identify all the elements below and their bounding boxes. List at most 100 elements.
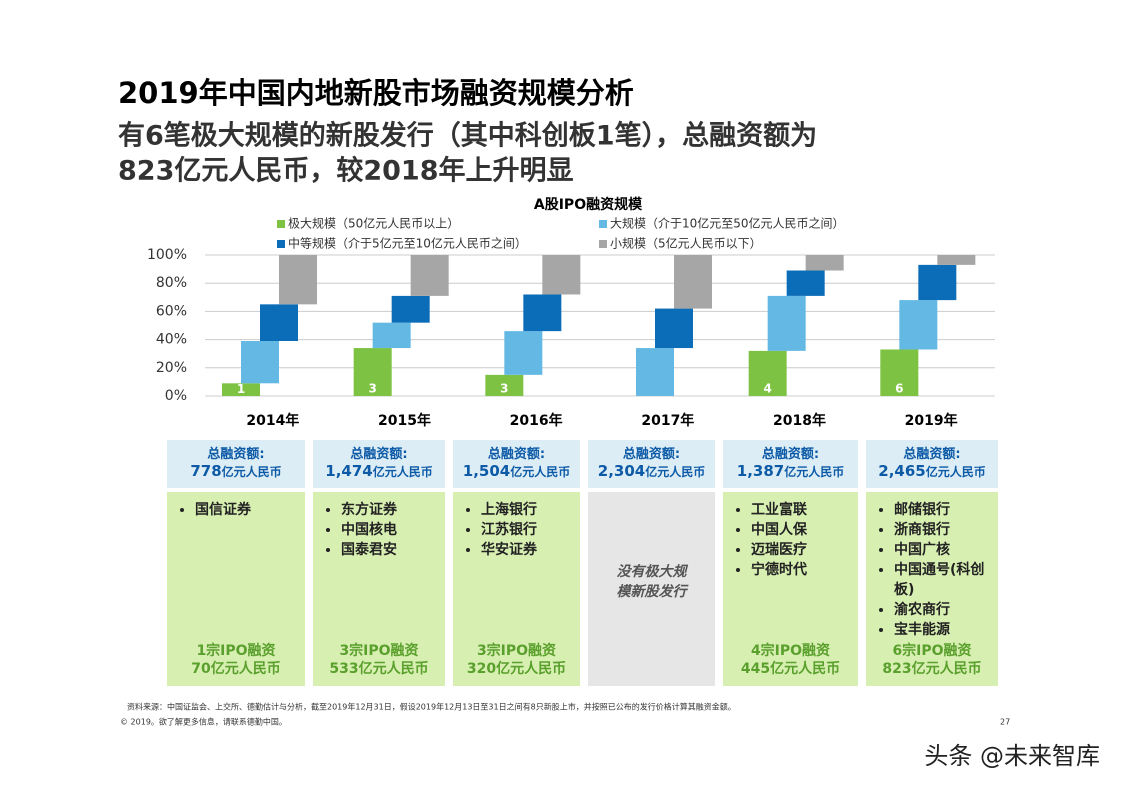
ipo-count: 1宗IPO融资 xyxy=(196,643,276,659)
ipo-count: 3宗IPO融资 xyxy=(339,643,419,659)
company: 中国通号(科创板) xyxy=(894,560,998,600)
bar-segment xyxy=(542,255,581,295)
panel-total: 总融资额: 1,474亿元人民币 xyxy=(313,440,445,488)
y-tick-label: 60% xyxy=(156,303,187,319)
total-amount: 778亿元人民币 xyxy=(167,463,305,481)
ipo-count: 6宗IPO融资 xyxy=(892,643,972,659)
x-tick-label: 2019年 xyxy=(905,412,958,429)
total-label: 总融资额: xyxy=(350,447,408,462)
company-list: 国信证券 xyxy=(167,500,305,520)
ipo-sum: 320亿元人民币 xyxy=(466,661,567,677)
company: 上海银行 xyxy=(481,500,580,520)
bar-segment xyxy=(279,255,317,305)
ipo-sum: 445亿元人民币 xyxy=(740,661,841,677)
x-tick-label: 2018年 xyxy=(773,412,826,429)
count-label: 3 xyxy=(500,382,508,396)
company: 华安证券 xyxy=(481,540,580,560)
company: 迈瑞医疗 xyxy=(751,540,858,560)
x-tick-label: 2016年 xyxy=(510,412,563,429)
amount: 1,387 xyxy=(736,462,785,480)
note: 没有极大规模新股发行 xyxy=(616,564,687,600)
company: 中国核电 xyxy=(341,520,445,540)
company-list: 上海银行江苏银行华安证券 xyxy=(453,500,580,560)
bar-segment xyxy=(222,383,260,396)
panel-summary: 3宗IPO融资 320亿元人民币 xyxy=(453,642,580,678)
total-label: 总融资额: xyxy=(761,447,820,462)
bar-segment xyxy=(353,348,392,396)
total-amount: 1,474亿元人民币 xyxy=(313,463,445,481)
unit: 亿元人民币 xyxy=(510,465,571,479)
company: 中国人保 xyxy=(751,520,858,540)
total-label: 总融资额: xyxy=(487,447,546,462)
panel-total: 总融资额: 778亿元人民币 xyxy=(167,440,305,488)
bar-segment xyxy=(241,341,279,384)
bar-segment xyxy=(655,308,693,349)
bar-segment xyxy=(523,294,562,332)
panel-body: 上海银行江苏银行华安证券 3宗IPO融资 320亿元人民币 xyxy=(453,492,580,686)
company: 渝农商行 xyxy=(894,600,998,620)
subtitle: 823亿元人民币，较2018年上升明显 xyxy=(118,155,574,187)
panel-total: 总融资额: 2,465亿元人民币 xyxy=(866,440,998,488)
total-amount: 1,387亿元人民币 xyxy=(723,463,858,481)
panel-total: 总融资额: 2,304亿元人民币 xyxy=(588,440,715,488)
legend-swatch xyxy=(277,240,285,248)
count-label: 3 xyxy=(368,382,376,396)
panel-body: 东方证券中国核电国泰君安 3宗IPO融资 533亿元人民币 xyxy=(313,492,445,686)
amount: 778 xyxy=(190,462,222,480)
amount: 2,304 xyxy=(597,462,646,480)
x-tick-label: 2015年 xyxy=(378,412,431,429)
bar-segment xyxy=(899,300,938,350)
bar-segment xyxy=(767,295,806,351)
ipo-count: 3宗IPO融资 xyxy=(476,643,557,659)
company: 邮储银行 xyxy=(894,500,998,520)
chart-title: A股IPO融资规模 xyxy=(534,196,643,213)
legend-swatch xyxy=(277,220,285,228)
ipo-count: 4宗IPO融资 xyxy=(750,643,831,659)
bar-segment xyxy=(880,349,919,396)
amount: 2,465 xyxy=(878,462,926,480)
ipo-sum: 823亿元人民币 xyxy=(882,661,982,677)
subtitle: 有6笔极大规模的新股发行（其中科创板1笔），总融资额为 xyxy=(118,120,817,152)
total-label: 总融资额: xyxy=(903,447,961,462)
unit: 亿元人民币 xyxy=(372,465,433,479)
panel-summary: 4宗IPO融资 445亿元人民币 xyxy=(723,642,858,678)
x-tick-label: 2017年 xyxy=(641,412,694,429)
unit: 亿元人民币 xyxy=(784,465,845,479)
unit: 亿元人民币 xyxy=(221,465,282,479)
legend-swatch xyxy=(599,240,607,248)
legend-label: 小规模（5亿元人民币以下） xyxy=(610,236,762,251)
title: 2019年中国内地新股市场融资规模分析 xyxy=(118,76,634,110)
x-tick-label: 2014年 xyxy=(246,412,299,429)
amount: 1,504 xyxy=(462,462,511,480)
company: 工业富联 xyxy=(751,500,858,520)
panel-total: 总融资额: 1,387亿元人民币 xyxy=(723,440,858,488)
total-amount: 1,504亿元人民币 xyxy=(453,463,580,481)
bar-segment xyxy=(391,295,430,323)
total-amount: 2,304亿元人民币 xyxy=(588,463,715,481)
company: 浙商银行 xyxy=(894,520,998,540)
total-label: 总融资额: xyxy=(622,447,681,462)
ipo-sum: 70亿元人民币 xyxy=(191,661,281,677)
company: 国泰君安 xyxy=(341,540,445,560)
source: 资料来源：中国证监会、上交所、德勤估计与分析，截至2019年12月31日，假设2… xyxy=(127,702,736,712)
y-tick-label: 80% xyxy=(156,275,187,291)
panel-body: 国信证券 1宗IPO融资 70亿元人民币 xyxy=(167,492,305,686)
count-label: 1 xyxy=(237,382,245,396)
unit: 亿元人民币 xyxy=(645,465,706,479)
bar-segment xyxy=(372,322,411,349)
count-label: 4 xyxy=(763,382,771,396)
company-list: 东方证券中国核电国泰君安 xyxy=(313,500,445,560)
panel-summary: 3宗IPO融资 533亿元人民币 xyxy=(313,642,445,678)
company-list: 邮储银行浙商银行中国广核中国通号(科创板)渝农商行宝丰能源 xyxy=(866,500,998,640)
company: 宝丰能源 xyxy=(894,620,998,640)
unit: 亿元人民币 xyxy=(925,465,986,479)
bar-segment xyxy=(918,264,957,301)
bar-segment xyxy=(937,255,976,265)
panel-total: 总融资额: 1,504亿元人民币 xyxy=(453,440,580,488)
legend-swatch xyxy=(599,220,607,228)
bar-segment xyxy=(786,270,825,296)
bar-segment xyxy=(805,255,844,271)
y-tick-label: 20% xyxy=(156,360,187,376)
